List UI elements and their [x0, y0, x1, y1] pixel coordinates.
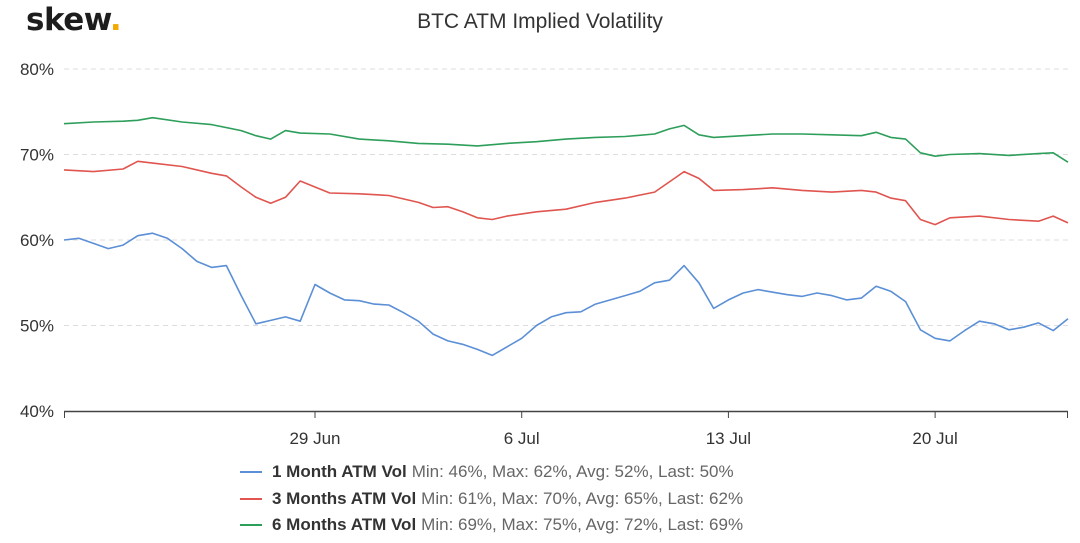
- series-line-1: [63, 232, 1069, 357]
- series-line-3: [63, 116, 1069, 163]
- legend-series-name: 6 Months ATM Vol: [272, 515, 417, 535]
- y-axis-tick-labels: 40% 50% 60% 70% 80%: [20, 60, 54, 421]
- x-tick-label: 6 Jul: [504, 429, 540, 448]
- legend-item[interactable]: 1 Month ATM Vol Min: 46%, Max: 62%, Avg: …: [240, 459, 743, 486]
- y-tick-label: 80%: [20, 60, 54, 79]
- y-tick-label: 40%: [20, 402, 54, 421]
- grid-lines: [64, 68, 1068, 326]
- legend-series-stats: Min: 46%, Max: 62%, Avg: 52%, Last: 50%: [411, 462, 734, 482]
- legend-series-name: 3 Months ATM Vol: [272, 488, 417, 508]
- x-tick-label: 20 Jul: [912, 429, 957, 448]
- legend-series-name: 1 Month ATM Vol: [272, 462, 407, 482]
- y-tick-label: 70%: [20, 146, 54, 165]
- x-axis: 29 Jun 6 Jul 13 Jul 20 Jul: [64, 410, 1068, 448]
- chart-title: BTC ATM Implied Volatility: [417, 10, 663, 33]
- y-tick-label: 50%: [20, 317, 54, 336]
- series-line-2: [63, 160, 1069, 226]
- y-tick-label: 60%: [20, 231, 54, 250]
- legend-item[interactable]: 6 Months ATM Vol Min: 69%, Max: 75%, Avg:…: [240, 512, 743, 539]
- series-lines: [63, 116, 1069, 357]
- logo-text: skew: [26, 2, 110, 38]
- x-tick-label: 29 Jun: [289, 429, 340, 448]
- legend-swatch: [240, 497, 262, 500]
- logo-dot: .: [109, 2, 122, 38]
- legend-item[interactable]: 3 Months ATM Vol Min: 61%, Max: 70%, Avg:…: [240, 486, 743, 513]
- legend-series-stats: Min: 69%, Max: 75%, Avg: 72%, Last: 69%: [421, 515, 744, 535]
- chart-legend: 1 Month ATM Vol Min: 46%, Max: 62%, Avg: …: [240, 459, 743, 539]
- x-tick-label: 13 Jul: [706, 429, 751, 448]
- legend-swatch: [240, 471, 262, 474]
- legend-swatch: [240, 524, 262, 527]
- legend-series-stats: Min: 61%, Max: 70%, Avg: 65%, Last: 62%: [421, 488, 744, 508]
- skew-logo: skew.: [26, 2, 122, 38]
